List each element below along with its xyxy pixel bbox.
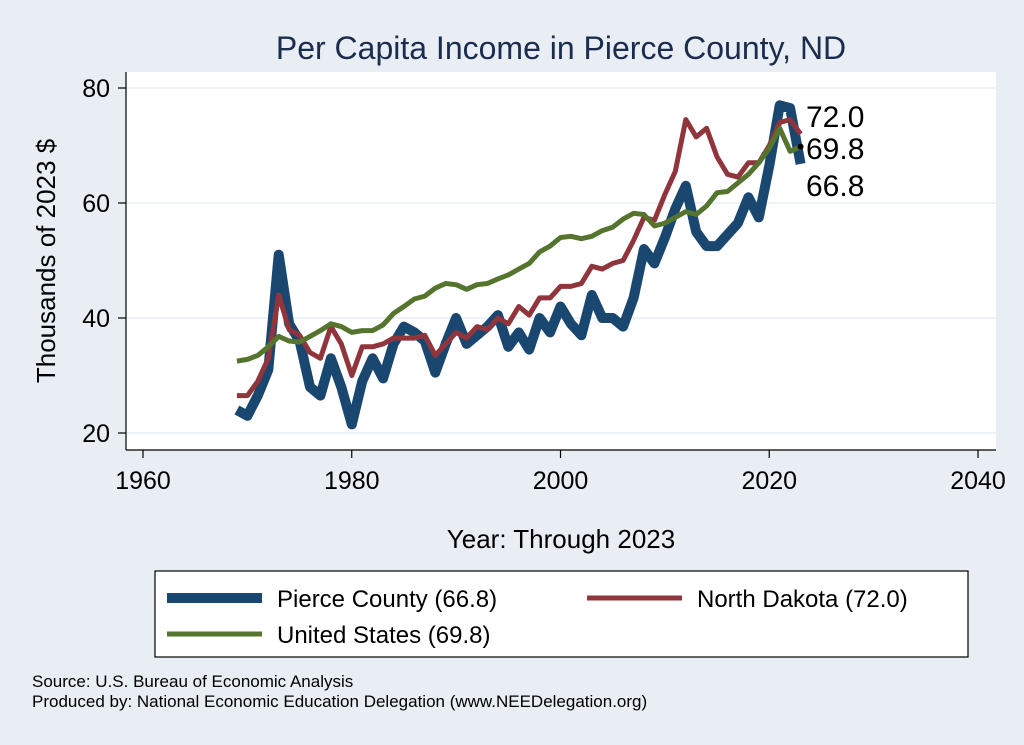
legend-box: [154, 570, 969, 658]
producer-note: Produced by: National Economic Education…: [32, 692, 647, 711]
chart-title: Per Capita Income in Pierce County, ND: [276, 30, 846, 66]
x-axis-ticks: 1960 1980 2000 2020 2040: [115, 450, 1006, 495]
y-tick-label: 20: [82, 420, 110, 448]
source-note: Source: U.S. Bureau of Economic Analysis: [32, 672, 353, 691]
legend-label-north-dakota: North Dakota (72.0): [697, 586, 908, 613]
y-tick-label: 80: [82, 75, 110, 103]
x-tick-label: 2040: [950, 467, 1006, 495]
end-label-united-states: 69.8: [806, 133, 864, 166]
x-axis-title: Year: Through 2023: [447, 524, 675, 554]
y-axis-ticks: 20 40 60 80: [82, 75, 126, 448]
end-marker: [797, 143, 804, 150]
series-line-pierce-county: [234, 100, 806, 430]
series-line-united-states: [236, 125, 802, 364]
x-tick-label: 1980: [324, 467, 380, 495]
plot-area: [126, 72, 996, 450]
legend-label-pierce-county: Pierce County (66.8): [277, 586, 497, 613]
y-tick-label: 60: [82, 190, 110, 218]
x-tick-label: 1960: [115, 467, 171, 495]
x-tick-label: 2020: [741, 467, 797, 495]
x-tick-label: 2000: [533, 467, 589, 495]
series-layer: [234, 100, 806, 430]
end-label-pierce-county: 66.8: [806, 170, 864, 203]
y-tick-label: 40: [82, 305, 110, 333]
legend-label-united-states: United States (69.8): [277, 622, 490, 649]
end-label-north-dakota: 72.0: [806, 101, 864, 134]
y-axis-title: Thousands of 2023 $: [31, 138, 61, 383]
